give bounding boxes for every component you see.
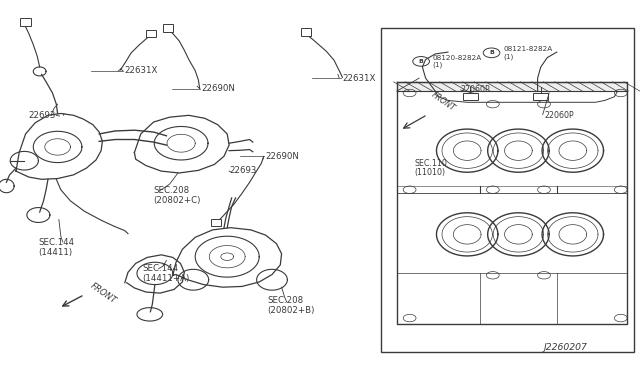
Text: (14411+A): (14411+A) bbox=[142, 274, 189, 283]
Bar bbox=[211, 219, 221, 226]
Text: 08121-8282A
(1): 08121-8282A (1) bbox=[503, 46, 552, 60]
Text: B: B bbox=[489, 50, 494, 55]
Bar bbox=[301, 28, 311, 36]
Text: 22631X: 22631X bbox=[342, 74, 376, 83]
Text: FRONT: FRONT bbox=[430, 91, 457, 113]
Text: 22060P: 22060P bbox=[461, 85, 490, 94]
Text: 08120-8282A
(1): 08120-8282A (1) bbox=[433, 55, 482, 68]
Text: (11010): (11010) bbox=[415, 169, 445, 177]
Bar bbox=[463, 93, 478, 100]
Text: 22631X: 22631X bbox=[125, 66, 158, 75]
Text: SEC.110: SEC.110 bbox=[415, 159, 447, 168]
Text: 22693: 22693 bbox=[229, 166, 257, 175]
Text: 22690N: 22690N bbox=[202, 84, 236, 93]
Text: 22693: 22693 bbox=[29, 111, 56, 120]
Text: (20802+B): (20802+B) bbox=[268, 306, 315, 315]
Bar bbox=[533, 93, 548, 100]
Text: (14411): (14411) bbox=[38, 248, 72, 257]
Bar bbox=[20, 18, 31, 26]
Bar bbox=[163, 24, 173, 32]
Text: SEC.208: SEC.208 bbox=[154, 186, 189, 195]
Bar bbox=[146, 30, 156, 37]
Bar bbox=[381, 28, 634, 352]
Text: SEC.144: SEC.144 bbox=[38, 238, 74, 247]
Text: 22690N: 22690N bbox=[266, 152, 300, 161]
Text: J2260207: J2260207 bbox=[544, 343, 588, 352]
Text: (20802+C): (20802+C) bbox=[154, 196, 201, 205]
Text: 22060P: 22060P bbox=[544, 111, 573, 120]
Text: FRONT: FRONT bbox=[88, 282, 118, 306]
Text: SEC.208: SEC.208 bbox=[268, 296, 303, 305]
Text: SEC.144: SEC.144 bbox=[142, 264, 178, 273]
Text: B: B bbox=[419, 59, 424, 64]
